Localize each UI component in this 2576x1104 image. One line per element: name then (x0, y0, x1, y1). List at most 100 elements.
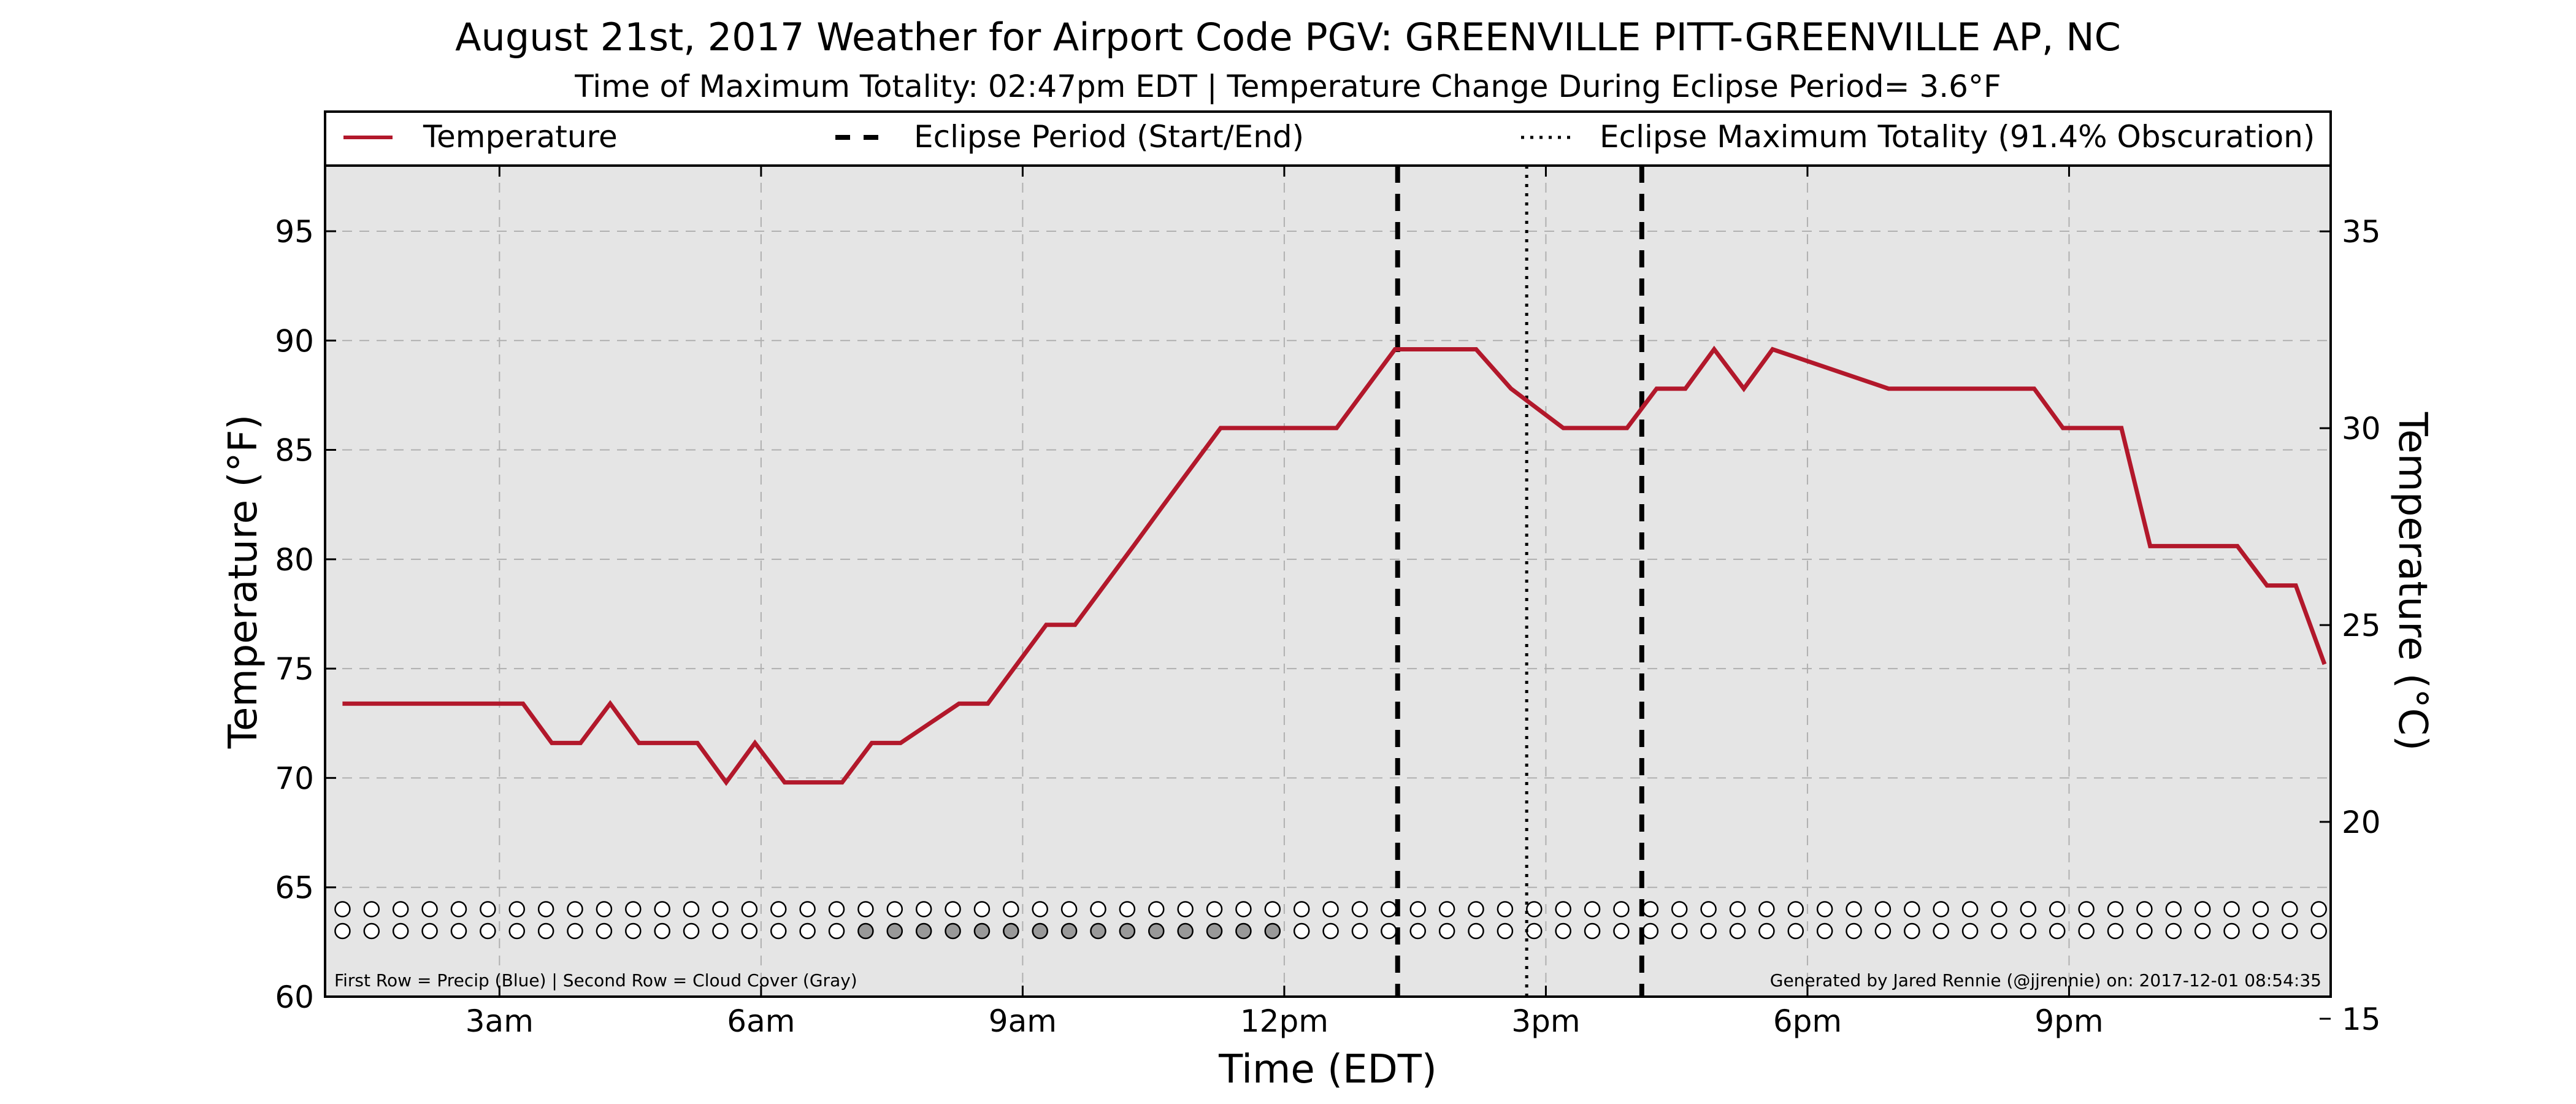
y-axis-label-right: Temperature (°C) (2390, 412, 2435, 751)
precip-marker (1148, 901, 1165, 918)
precip-marker (2282, 901, 2298, 918)
cloud-cover-marker (1409, 922, 1426, 940)
x-tick-label: 3am (466, 1003, 534, 1039)
x-tick-label: 6pm (1773, 1003, 1842, 1039)
precip-marker (625, 901, 642, 918)
y-ticks-right: 15 20 25 30 35 (2320, 214, 2381, 1037)
precip-marker (1438, 901, 1455, 918)
precip-marker (1206, 901, 1223, 918)
cloud-cover-marker (712, 922, 729, 940)
precip-marker (1846, 901, 1862, 918)
cloud-cover-marker (625, 922, 642, 940)
legend: Temperature Eclipse Period (Start/End) E… (324, 110, 2332, 167)
cloud-cover-marker (1235, 922, 1252, 940)
y-tick-label-left: 75 (275, 651, 314, 687)
cloud-cover-marker (1671, 922, 1688, 940)
cloud-cover-marker (1032, 922, 1048, 940)
cloud-cover-marker (1293, 922, 1310, 940)
precip-marker (1787, 901, 1804, 918)
cloud-cover-marker (1177, 922, 1194, 940)
cloud-cover-marker (886, 922, 903, 940)
y-tick-label-left: 65 (275, 870, 314, 906)
y-ticks-left: 60 65 70 75 80 85 90 95 (275, 214, 336, 1015)
precip-marker (2020, 901, 2037, 918)
cloud-cover-marker (421, 922, 438, 940)
precip-marker (1555, 901, 1571, 918)
cloud-cover-marker (1991, 922, 2007, 940)
precip-marker (596, 901, 613, 918)
precip-marker (2310, 901, 2327, 918)
cloud-cover-marker (1264, 922, 1281, 940)
precip-marker (886, 901, 903, 918)
precip-marker (2194, 901, 2211, 918)
cloud-cover-marker (2049, 922, 2066, 940)
cloud-cover-marker (596, 922, 613, 940)
cloud-cover-marker (2136, 922, 2153, 940)
precip-marker (1874, 901, 1892, 918)
cloud-cover-marker (857, 922, 874, 940)
cloud-cover-marker (1584, 922, 1601, 940)
y-tick-label-left: 80 (275, 542, 314, 578)
legend-label-eclipse-period: Eclipse Period (Start/End) (914, 119, 1304, 155)
eclipse-lines (1395, 166, 1644, 997)
precip-marker (508, 901, 526, 918)
cloud-cover-marker (508, 922, 526, 940)
y-tick-label-left: 95 (275, 214, 314, 250)
cloud-cover-marker (1613, 922, 1630, 940)
precip-marker (1700, 901, 1717, 918)
precip-marker (1119, 901, 1136, 918)
precip-marker (1816, 901, 1833, 918)
cloud-cover-marker (2282, 922, 2298, 940)
precip-marker (2078, 901, 2095, 918)
cloud-cover-marker (799, 922, 816, 940)
cloud-cover-marker (1060, 922, 1078, 940)
precip-marker (945, 901, 961, 918)
legend-label-temperature: Temperature (423, 119, 618, 155)
y-tick-label-left: 60 (275, 979, 314, 1015)
precip-marker (683, 901, 700, 918)
cloud-cover-marker (828, 922, 845, 940)
cloud-cover-marker (1700, 922, 1717, 940)
y-tick-label-right: 35 (2342, 214, 2381, 250)
cloud-cover-marker (1555, 922, 1571, 940)
cloud-cover-marker (1933, 922, 1949, 940)
cloud-cover-marker (1497, 922, 1514, 940)
precip-marker (1961, 901, 1979, 918)
markers (334, 901, 2327, 940)
precip-marker (421, 901, 438, 918)
x-tick-label: 9pm (2034, 1003, 2103, 1039)
precip-marker (392, 901, 409, 918)
precip-marker (741, 901, 758, 918)
cloud-cover-marker (2078, 922, 2095, 940)
x-ticks: 3am 6am 9am 12pm 3pm 6pm 9pm (466, 166, 2104, 1039)
cloud-cover-marker (741, 922, 758, 940)
cloud-cover-marker (480, 922, 496, 940)
precip-marker (1351, 901, 1368, 918)
precip-marker (973, 901, 991, 918)
cloud-cover-marker (1758, 922, 1775, 940)
cloud-cover-marker (1468, 922, 1484, 940)
cloud-cover-marker (915, 922, 932, 940)
precip-marker (770, 901, 787, 918)
precip-marker (363, 901, 380, 918)
precip-marker (1264, 901, 1281, 918)
footnote-right: Generated by Jared Rennie (@jjrennie) on… (1770, 970, 2321, 991)
precip-marker (1381, 901, 1397, 918)
footnote-left: First Row = Precip (Blue) | Second Row =… (334, 970, 857, 991)
x-tick-label: 6am (727, 1003, 795, 1039)
cloud-cover-marker (1961, 922, 1979, 940)
precip-marker (712, 901, 729, 918)
precip-marker (1904, 901, 1920, 918)
y-tick-label-left: 70 (275, 761, 314, 796)
precip-marker (567, 901, 583, 918)
precip-marker (1671, 901, 1688, 918)
cloud-cover-marker (1787, 922, 1804, 940)
cloud-cover-marker (363, 922, 380, 940)
x-tick-label: 3pm (1511, 1003, 1580, 1039)
precip-marker (1060, 901, 1078, 918)
cloud-cover-marker (2194, 922, 2211, 940)
precip-marker (799, 901, 816, 918)
precip-marker (2136, 901, 2153, 918)
chart-subtitle: Time of Maximum Totality: 02:47pm EDT | … (574, 69, 2001, 104)
